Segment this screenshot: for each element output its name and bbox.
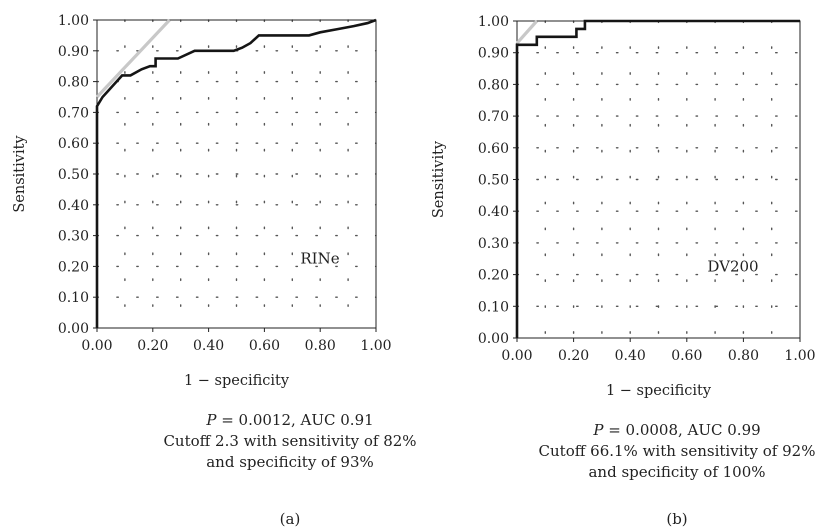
x-tick-label: 0.20: [558, 348, 589, 364]
y-tick-label: 0.30: [58, 229, 89, 245]
x-tick-label: 0.40: [193, 338, 224, 354]
panel-label-a: (a): [279, 510, 301, 528]
x-tick-label: 0.60: [249, 338, 280, 354]
y-tick-label: 1.00: [58, 13, 89, 29]
y-tick-label: 0.60: [478, 141, 509, 157]
y-tick-label: 0.80: [58, 75, 89, 91]
y-tick-label: 0.00: [478, 331, 509, 347]
y-tick-label: 0.00: [58, 321, 89, 337]
y-tick-label: 0.50: [478, 173, 509, 189]
roc-panel-a: 0.00 0.10 0.20 0.30 0.40 0.50 0.60 0.70 0.80 0.90…: [0, 0, 417, 531]
caption-b-line3: and specificity of 100%: [588, 463, 766, 481]
x-tick-label: 1.00: [360, 338, 391, 354]
x-tick-label: 0.00: [501, 348, 532, 364]
roc-chart-b: 0.00 0.10 0.20 0.30 0.40 0.50 0.60 0.70 0.80 0.90…: [431, 14, 816, 399]
caption-a-line3: and specificity of 93%: [206, 453, 374, 471]
caption-a-line2: Cutoff 2.3 with sensitivity of 82%: [163, 432, 417, 450]
y-tick-label: 0.60: [58, 136, 89, 152]
reference-line: [515, 19, 539, 45]
panel-label-b: (b): [666, 510, 688, 528]
y-tick-label: 0.20: [478, 268, 509, 284]
y-tick-label: 0.70: [478, 109, 509, 125]
y-tick-label: 0.10: [58, 290, 89, 306]
x-tick-label: 0.20: [137, 338, 168, 354]
reference-line: [95, 18, 171, 99]
roc-curve-line: [95, 18, 377, 328]
y-tick-label: 0.40: [478, 204, 509, 220]
caption-a-line1: P = 0.0012, AUC 0.91: [100, 410, 480, 431]
x-tick-label: 0.80: [305, 338, 336, 354]
x-axis-title: 1 − specificity: [606, 383, 712, 399]
x-tick-label: 1.00: [784, 348, 815, 364]
roc-chart-a: 0.00 0.10 0.20 0.30 0.40 0.50 0.60 0.70 0.80 0.90…: [12, 13, 392, 389]
caption-a: P = 0.0012, AUC 0.91 Cutoff 2.3 with sen…: [100, 410, 480, 473]
roc-curve-line: [515, 19, 800, 338]
y-tick-label: 0.30: [478, 236, 509, 252]
x-tick-label: 0.80: [728, 348, 759, 364]
series-annotation-label: RINe: [300, 249, 339, 267]
y-tick-label: 0.80: [478, 77, 509, 93]
caption-b-p-symbol: P: [593, 421, 604, 439]
series-annotation-label: DV200: [707, 257, 758, 275]
y-axis-title: Sensitivity: [431, 140, 447, 218]
caption-b: P = 0.0008, AUC 0.99 Cutoff 66.1% with s…: [487, 420, 827, 483]
x-tick-label: 0.60: [671, 348, 702, 364]
roc-panel-b: 0.00 0.10 0.20 0.30 0.40 0.50 0.60 0.70 0.80 0.90…: [413, 0, 827, 531]
x-tick-label: 0.40: [615, 348, 646, 364]
x-axis-title: 1 − specificity: [184, 373, 290, 389]
y-tick-label: 0.90: [58, 44, 89, 60]
y-tick-label: 0.50: [58, 167, 89, 183]
caption-a-p-symbol: P: [206, 411, 217, 429]
y-tick-label: 1.00: [478, 14, 509, 30]
y-tick-label: 0.70: [58, 105, 89, 121]
y-tick-label: 0.10: [478, 299, 509, 315]
y-axis-title: Sensitivity: [12, 135, 28, 213]
caption-b-line1: P = 0.0008, AUC 0.99: [487, 420, 827, 441]
caption-b-line2: Cutoff 66.1% with sensitivity of 92%: [538, 442, 816, 460]
y-tick-label: 0.20: [58, 259, 89, 275]
caption-b-p-text: = 0.0008, AUC 0.99: [603, 421, 761, 439]
x-tick-label: 0.00: [81, 338, 112, 354]
caption-a-p-text: = 0.0012, AUC 0.91: [216, 411, 374, 429]
y-tick-label: 0.90: [478, 46, 509, 62]
y-tick-label: 0.40: [58, 198, 89, 214]
